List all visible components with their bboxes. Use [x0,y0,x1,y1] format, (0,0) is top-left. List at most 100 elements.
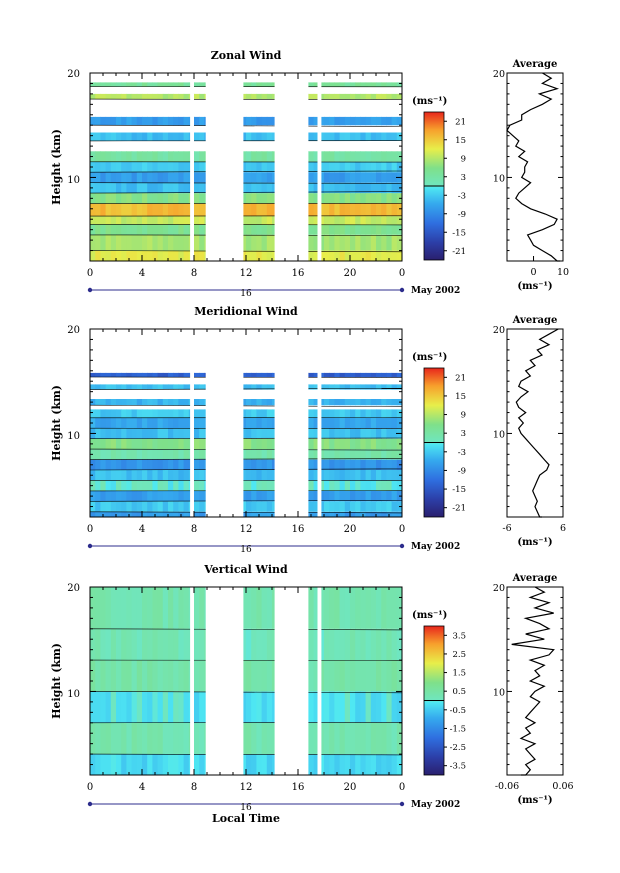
heatmap-cell [391,722,398,755]
heatmap-cell [266,193,273,204]
heatmap-cell [350,203,356,217]
heatmap-cell [266,511,273,517]
heatmap-cell [355,691,361,723]
heatmap-cell [381,224,387,235]
data-gap [317,587,322,775]
heatmap-cell [100,116,107,126]
heatmap-cell [318,722,325,755]
heatmap-cell [95,82,101,87]
heatmap-cell [100,172,107,183]
heatmap-cell [308,470,315,481]
contour-line [90,250,402,253]
heatmap-cell [339,438,346,450]
heatmap-cell [110,449,117,460]
heatmap-cell [329,234,335,251]
heatmap-cell [329,459,335,470]
heatmap-cell [126,172,133,183]
heatmap-cell [100,501,107,512]
heatmap-cell [90,93,96,100]
heatmap-cell [173,480,179,491]
heatmap-cell [344,459,351,470]
contour-line [90,437,402,440]
heatmap-cell [365,182,372,194]
heatmap-cell [313,116,320,126]
heatmap-cell [256,182,263,194]
profile-x-tick-label: 6 [560,523,566,534]
heatmap-cell [100,660,107,692]
heatmap-cell [360,234,367,251]
heatmap-cell [360,587,367,629]
heatmap-cell [381,409,387,418]
heatmap-cell [339,490,346,502]
heatmap-cell [334,722,341,755]
data-gap [274,73,309,261]
heatmap-cell [90,511,96,517]
contour-line [90,780,402,781]
heatmap-cell [324,250,330,261]
heatmap-cell [121,449,127,460]
heatmap-cell [121,172,127,183]
heatmap-cell [313,438,320,450]
heatmap-cell [334,203,341,217]
heatmap-cell [386,438,393,450]
heatmap-cell [365,151,372,162]
heatmap-cell [240,116,247,126]
heatmap-cell [194,417,200,429]
heatmap-cell [251,216,257,225]
heatmap-cell [251,722,257,755]
heatmap-cell [95,172,101,183]
heatmap-cell [381,161,387,173]
heatmap-cell [178,193,185,204]
heatmap-cell [324,399,330,406]
heatmap-cell [391,93,398,100]
heatmap-cell [194,459,200,470]
heatmap-cell [350,587,356,629]
heatmap-cell [136,417,143,429]
heatmap-cell [376,490,382,502]
heatmap-cell [116,151,122,162]
heatmap-cell [194,660,200,692]
heatmap-cell [116,459,122,470]
colorbar-tick-label: 15 [455,136,466,146]
heatmap-cell [178,116,185,126]
heatmap-cell [152,384,159,390]
heatmap-cell [152,132,159,141]
heatmap-cell [168,511,174,517]
heatmap-cell [391,216,398,225]
heatmap-cell [381,722,387,755]
heatmap-cell [360,161,367,173]
heatmap-cell [136,250,143,261]
heatmap-cell [136,193,143,204]
heatmap-cell [246,511,252,517]
heatmap-cell [355,511,361,517]
heatmap-cell [329,501,335,512]
heatmap-cell [381,172,387,183]
heatmap-cell [95,754,101,775]
heatmap-cell [131,384,138,390]
heatmap-cell [90,372,96,378]
heatmap-cell [329,224,335,235]
heatmap-cell [329,490,335,502]
heatmap-cell [370,82,377,87]
heatmap-cell [324,216,330,225]
heatmap-cell [318,587,325,629]
heatmap-cell [100,182,107,194]
heatmap-cell [313,193,320,204]
heatmap-cell [365,660,372,692]
heatmap-cell [329,470,335,481]
heatmap-cell [100,459,107,470]
heatmap-cell [162,628,169,661]
date-bar: 16 May 2002 [87,542,460,555]
heatmap-cell [90,234,96,251]
heatmap-cell [246,116,252,126]
heatmap-cell [152,470,159,481]
heatmap-cell [100,628,107,661]
heatmap-cell [199,459,205,470]
heatmap-cell [105,132,112,141]
heatmap-cell [199,399,205,406]
heatmap-cell [173,93,179,100]
heatmap-cell [105,82,112,87]
heatmap-cell [116,234,122,251]
heatmap-cell [178,250,185,261]
